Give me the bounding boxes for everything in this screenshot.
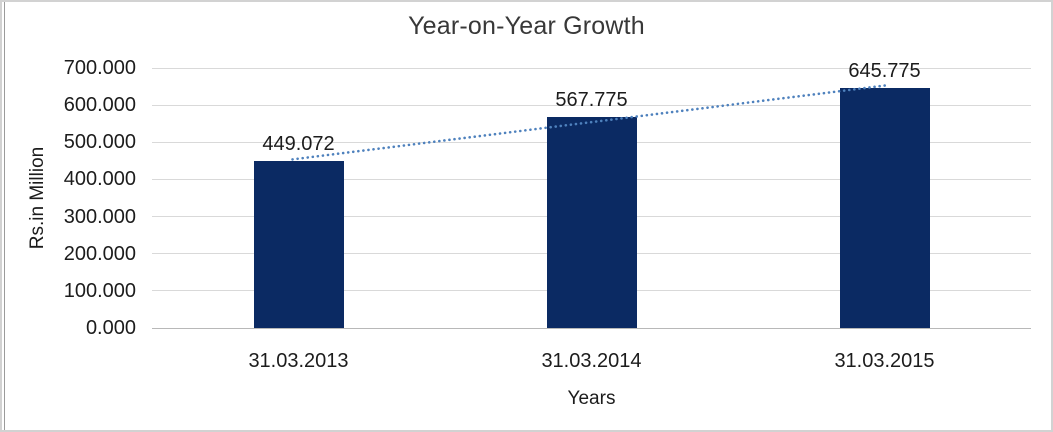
y-tick-label: 100.000 [63, 279, 136, 302]
bar-value-label: 645.775 [848, 60, 921, 83]
bar-value-label: 449.072 [262, 133, 335, 156]
gridline [152, 67, 1031, 69]
bar-value-label: 567.775 [555, 89, 628, 112]
chart-title: Year-on-Year Growth [408, 12, 645, 40]
bar [546, 117, 637, 328]
bar [839, 88, 930, 328]
x-tick-label: 31.03.2014 [541, 350, 642, 372]
x-axis-line [152, 327, 1031, 329]
left-inner-border [4, 2, 5, 430]
x-axis-title: Years [567, 388, 616, 409]
y-tick-label: 500.000 [63, 131, 136, 154]
x-tick-label: 31.03.2013 [248, 350, 349, 372]
y-tick-label: 300.000 [63, 205, 136, 228]
y-tick-label: 600.000 [63, 94, 136, 117]
y-tick-label: 0.000 [85, 317, 136, 339]
x-tick-label: 31.03.2015 [834, 350, 935, 372]
y-axis-title: Rs.in Million [27, 146, 48, 250]
y-tick-label: 200.000 [63, 242, 136, 265]
y-tick-label: 400.000 [63, 168, 136, 191]
y-tick-label: 700.000 [63, 57, 136, 79]
bar [253, 161, 344, 328]
